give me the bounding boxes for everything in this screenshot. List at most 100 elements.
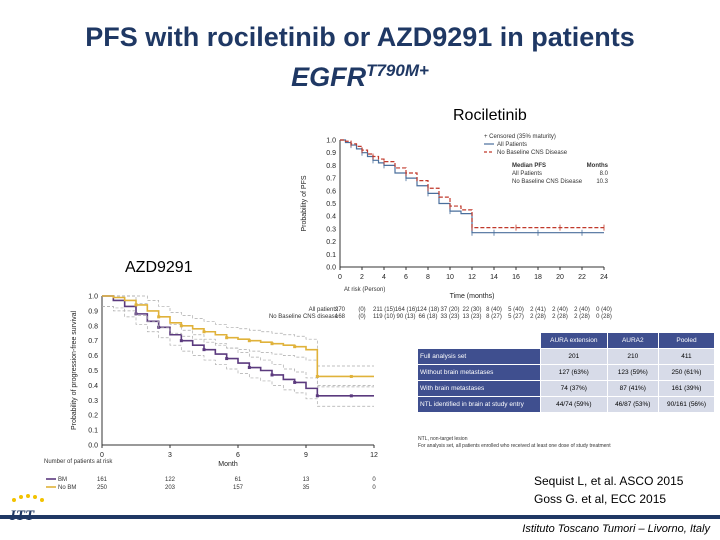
at-risk-value: 22 (30): [462, 307, 481, 313]
at-risk-value: 33 (23): [440, 314, 459, 320]
x-tick-label: 14: [490, 274, 498, 281]
at-risk-value: 0 (28): [596, 314, 612, 320]
censor-mark: [270, 342, 274, 346]
y-tick-label: 0.9: [326, 150, 336, 157]
slide-title: PFS with rociletinib or AZD9291 in patie…: [40, 20, 680, 94]
table-header-row: AURA extension AURA2 Pooled: [417, 332, 716, 349]
at-risk-value: 2 (28): [552, 314, 568, 320]
table-cell: 127 (63%): [540, 364, 608, 381]
x-tick-label: 6: [404, 274, 408, 281]
y-tick-label: 0.3: [326, 226, 336, 233]
censor-mark: [315, 374, 319, 378]
censor-mark: [247, 366, 251, 370]
table-cell: 90/161 (56%): [657, 396, 716, 413]
y-tick-label: 1.0: [88, 294, 98, 301]
x-tick-label: 6: [236, 452, 240, 459]
at-risk-value: 35: [303, 485, 310, 491]
title-line-1: PFS with rociletinib or AZD9291 in patie…: [85, 22, 635, 52]
table-note-2: For analysis set, all patients enrolled …: [418, 443, 611, 449]
at-risk-value: 211 (15): [373, 307, 395, 313]
y-tick-label: 0.8: [326, 163, 336, 170]
table-cell: 87 (41%): [606, 380, 659, 397]
footer-divider: [0, 515, 720, 519]
itt-logo: ITT: [9, 494, 44, 524]
at-risk-value: 5 (40): [508, 307, 524, 313]
table-cell: 44/74 (59%): [540, 396, 608, 413]
table-column-header: AURA extension: [540, 332, 608, 349]
at-risk-value: 164 (16): [395, 307, 417, 313]
y-tick-label: 0.2: [326, 239, 336, 246]
y-tick-label: 0.5: [326, 201, 336, 208]
km-curve-bm: [102, 295, 374, 397]
censor-mark: [157, 315, 161, 319]
at-risk-value: 61: [235, 477, 242, 483]
x-tick-label: 18: [534, 274, 542, 281]
at-risk-row-label: BM: [58, 477, 67, 483]
at-risk-value: 2 (40): [574, 307, 590, 313]
table-row-label: Full analysis set: [417, 348, 541, 365]
x-axis-label: Month: [218, 461, 238, 468]
x-tick-label: 2: [360, 274, 364, 281]
citation-2: Goss G. et al, ECC 2015: [534, 492, 667, 506]
median-row-label: No Baseline CNS Disease: [512, 179, 583, 185]
ci-lower: [102, 306, 374, 407]
at-risk-value: 124 (18): [417, 307, 439, 313]
y-tick-label: 1.0: [326, 138, 336, 145]
at-risk-value: 8 (27): [486, 314, 502, 320]
at-risk-value: 0: [372, 477, 376, 483]
table-column-header: [417, 332, 541, 349]
table-note-1: NTL, non-target lesion: [418, 436, 468, 442]
at-risk-value: 0: [372, 485, 376, 491]
rociletinib-km-chart: 0.00.10.20.30.40.50.60.70.80.91.00 2 4 6 8 10…: [269, 134, 612, 320]
at-risk-value: 0 (40): [596, 307, 612, 313]
x-tick-label: 4: [382, 274, 386, 281]
at-risk-value: 66 (18): [418, 314, 437, 320]
legend-no-baseline: No Baseline CNS Disease: [497, 150, 568, 156]
y-tick-label: 0.9: [88, 308, 98, 315]
x-tick-label: 12: [468, 274, 476, 281]
y-tick-label: 0.7: [326, 176, 336, 183]
table-cell: 46/87 (53%): [606, 396, 659, 413]
y-tick-label: 0.5: [88, 368, 98, 375]
at-risk-value: 8 (40): [486, 307, 502, 313]
censor-mark: [293, 380, 297, 384]
y-axis-label: Probability of PFS: [301, 175, 308, 231]
table-row-label: With brain metastases: [417, 380, 541, 397]
azd9291-label: AZD9291: [125, 259, 193, 276]
table-row: Without brain metastases 127 (63%) 123 (59…: [417, 364, 716, 381]
at-risk-header: Number of patients at risk: [44, 459, 113, 465]
y-tick-label: 0.0: [326, 265, 336, 272]
censor-mark: [179, 324, 183, 328]
at-risk-header: At risk (Person): [344, 287, 385, 293]
title-line-2: EGFRT790M+: [291, 61, 429, 92]
x-axis-label: Time (months): [450, 293, 495, 300]
at-risk-value: 2 (40): [552, 307, 568, 313]
y-tick-label: 0.0: [88, 443, 98, 450]
x-tick-label: 16: [512, 274, 520, 281]
table-row-label: NTL identified in brain at study entry: [417, 396, 541, 413]
median-row-label: All Patients: [512, 171, 542, 177]
censor-mark: [134, 303, 138, 307]
y-axis-label: Probability of progression-free survival: [71, 311, 78, 430]
censor-mark: [315, 394, 319, 398]
censor-mark: [225, 357, 229, 361]
x-tick-label: 10: [446, 274, 454, 281]
table-cell: 123 (59%): [606, 364, 659, 381]
brain-metastases-table: AURA extension AURA2 Pooled Full analysis …: [417, 332, 716, 413]
table-cell: 210: [606, 348, 659, 365]
azd9291-km-chart: 0.0 0.1 0.2 0.3 0.4 0.5 0.6 0.7 0.8 0.9 1.0 0 3 6 9 12 M…: [44, 294, 378, 492]
at-risk-row-label: No BM: [58, 485, 76, 491]
rociletinib-label: Rociletinib: [453, 107, 527, 124]
censor-mark: [349, 374, 353, 378]
at-risk-value: 37 (20): [440, 307, 459, 313]
censor-mark: [179, 339, 183, 343]
y-tick-label: 0.6: [326, 188, 336, 195]
x-tick-label: 0: [338, 274, 342, 281]
x-tick-label: 12: [370, 452, 378, 459]
at-risk-value: 2 (41): [530, 307, 546, 313]
at-risk-value: 13: [303, 477, 310, 483]
legend-all-patients: All Patients: [497, 142, 527, 148]
y-tick-label: 0.4: [88, 383, 98, 390]
table-row: With brain metastases 74 (37%) 87 (41%) 161…: [417, 380, 716, 397]
at-risk-value: (0): [358, 314, 365, 320]
